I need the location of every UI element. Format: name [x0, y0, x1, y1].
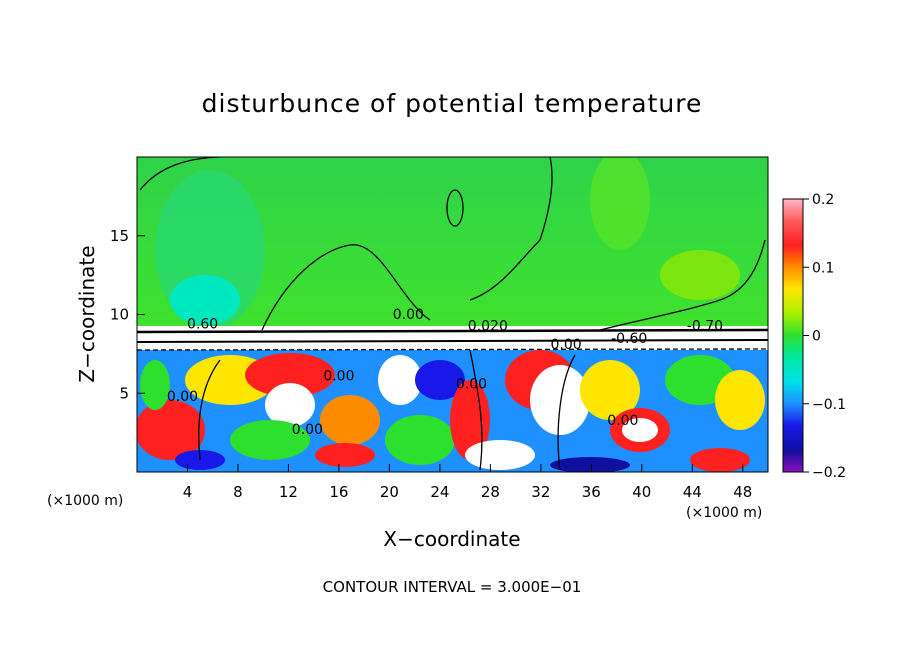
contour-label: 0.00: [607, 413, 638, 429]
y-tick-label: 10: [110, 306, 129, 324]
colorbar-tick-label: −0.1: [812, 397, 846, 413]
x-tick-label: 48: [733, 483, 752, 501]
colorbar-tick-label: 0: [812, 329, 821, 345]
contour-labels: 0.60 0.00 0.020 0.00 -0.60 -0.70 0.00 0.00 0.00 0…: [167, 307, 723, 438]
contour-label: 0.00: [550, 337, 581, 353]
contour-label: -0.70: [687, 318, 723, 334]
y-tick-label: 15: [110, 227, 129, 245]
warm-patch: [660, 250, 740, 300]
colorbar-tick-label: −0.2: [812, 465, 846, 481]
contour-label: 0.00: [292, 422, 323, 438]
colorbar-tick-label: 0.1: [812, 260, 834, 276]
x-tick-label: 12: [279, 483, 298, 501]
contour-label: 0.00: [456, 377, 487, 393]
contour-label: 0.00: [393, 307, 424, 323]
colorbar: [782, 198, 804, 473]
y-tick-label: 5: [119, 384, 129, 402]
contour-label: 0.020: [468, 318, 508, 334]
x-tick-label: 44: [683, 483, 702, 501]
x-tick-label: 16: [329, 483, 348, 501]
x-unit-left: (×1000 m): [47, 493, 123, 509]
x-axis-title: X−coordinate: [383, 527, 520, 551]
x-tick-label: 20: [380, 483, 399, 501]
colorbar-ticks: 0.2 0.1 0 −0.1 −0.2: [803, 192, 846, 481]
x-tick-label: 40: [632, 483, 651, 501]
cool-patch: [170, 275, 240, 325]
x-tick-label: 4: [183, 483, 193, 501]
x-unit-right: (×1000 m): [686, 505, 762, 521]
colorbar-tick-label: 0.2: [812, 192, 834, 208]
contour-label: -0.60: [611, 331, 647, 347]
y-axis: 5 10 15: [110, 227, 145, 402]
x-axis: 4 8 12 16 20 24 28 32 36 40 44 48: [183, 464, 752, 501]
field-layer: [137, 157, 768, 472]
x-tick-label: 24: [430, 483, 449, 501]
x-tick-label: 32: [531, 483, 550, 501]
chart-title: disturbunce of potential temperature: [202, 89, 703, 118]
x-tick-label: 36: [582, 483, 601, 501]
warm-patch: [590, 157, 650, 250]
contour-label: 0.00: [323, 369, 354, 385]
x-tick-label: 28: [481, 483, 500, 501]
y-axis-title: Z−coordinate: [75, 245, 99, 382]
contour-label: 0.00: [167, 389, 198, 405]
contour-lines: [137, 157, 768, 471]
x-tick-label: 8: [233, 483, 243, 501]
contour-interval: CONTOUR INTERVAL = 3.000E−01: [323, 578, 582, 596]
contour-label: 0.60: [187, 317, 218, 333]
anomaly-blobs: [137, 350, 765, 472]
